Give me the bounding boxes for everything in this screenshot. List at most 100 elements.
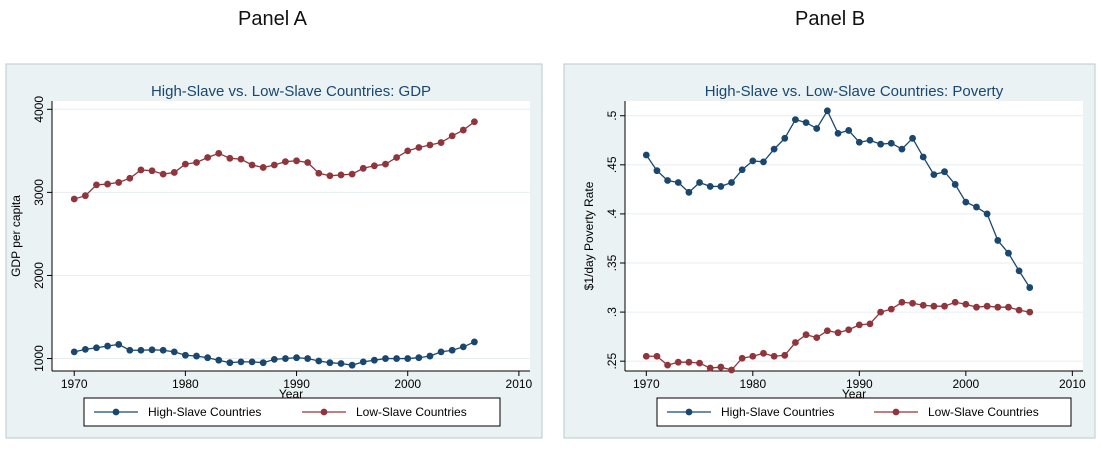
chart-1-series-high-slave-point <box>898 145 906 153</box>
chart-1-series-low-slave-point <box>962 300 970 308</box>
chart-1-x-tick-label: 2010 <box>1059 377 1086 391</box>
chart-1-series-low-slave-point <box>706 364 714 372</box>
chart-1-series-low-slave-point <box>834 329 842 337</box>
chart-0-series-low-slave-point <box>204 154 212 161</box>
chart-1-legend-high-slave-marker <box>685 408 693 416</box>
chart-1-series-high-slave-point <box>802 119 810 126</box>
panel-b-label: Panel B <box>795 8 866 30</box>
chart-0-series-high-slave-point <box>459 343 467 351</box>
chart-0-series-low-slave-point <box>270 161 278 169</box>
chart-1-series-low-slave-point <box>994 303 1002 311</box>
chart-1-series-high-slave-point <box>823 107 831 115</box>
chart-0-series-high-slave-point <box>204 354 212 362</box>
chart-1-series-low-slave-point <box>887 305 895 313</box>
chart-0-series-low-slave-point <box>81 192 89 200</box>
poverty-chart-figure: High-Slave vs. Low-Slave Countries: Pove… <box>558 58 1101 449</box>
chart-0-series-low-slave-point <box>237 155 245 163</box>
chart-1-series-low-slave-point <box>728 366 735 374</box>
chart-0-x-tick-label: 1980 <box>172 377 199 391</box>
chart-0-series-low-slave-point <box>393 154 401 161</box>
chart-0-series-low-slave-point <box>93 181 100 189</box>
chart-1-series-high-slave-point <box>685 188 693 196</box>
chart-1-series-low-slave-point <box>1015 306 1023 314</box>
chart-1-series-low-slave-point <box>717 363 725 371</box>
chart-1-series-low-slave-point <box>674 358 682 366</box>
chart-1-series-high-slave-point <box>770 145 778 153</box>
chart-1-x-tick-label: 1990 <box>846 377 873 391</box>
chart-1-series-high-slave-point <box>781 134 789 142</box>
chart-1-series-low-slave-point <box>653 352 661 360</box>
chart-0-series-high-slave-point <box>359 358 367 366</box>
chart-1-legend <box>656 397 1072 427</box>
chart-0-series-low-slave-point <box>459 126 467 134</box>
chart-1-series-high-slave-point <box>973 203 980 211</box>
chart-0-series-high-slave-point <box>415 354 423 362</box>
chart-1-series-high-slave-point <box>941 168 948 176</box>
chart-1-series-high-slave-point <box>1015 267 1023 275</box>
chart-1-series-high-slave-point <box>706 183 714 190</box>
chart-0-x-tick-label: 2010 <box>506 377 533 391</box>
chart-1-series-low-slave-point <box>770 352 778 360</box>
gdp-chart-figure: High-Slave vs. Low-Slave Countries: GDP 1… <box>0 58 548 449</box>
chart-0-series-high-slave-point <box>370 356 378 364</box>
chart-0-series-high-slave-point <box>293 354 300 362</box>
chart-0-series-high-slave-point <box>93 344 100 352</box>
chart-1-series-low-slave-point <box>930 302 938 310</box>
chart-1-series-high-slave-point <box>642 151 650 159</box>
chart-0-series-high-slave-point <box>304 355 312 362</box>
chart-1-series-high-slave-point <box>1005 249 1012 257</box>
chart-0-series-high-slave-point <box>159 346 167 354</box>
chart-0-series-low-slave-point <box>126 174 134 182</box>
chart-0-series-high-slave-point <box>404 355 412 362</box>
chart-0-title: High-Slave vs. Low-Slave Countries: GDP <box>151 83 431 100</box>
chart-0-series-high-slave-point <box>148 346 156 354</box>
chart-1-series-low-slave-point <box>802 331 810 339</box>
panel-a-label: Panel A <box>238 8 307 30</box>
chart-1-series-low-slave-point <box>760 349 767 357</box>
chart-1-y-tick-label: .25 <box>605 353 619 370</box>
chart-0-series-high-slave-point <box>382 355 389 362</box>
chart-0-series-low-slave-point <box>315 169 323 177</box>
chart-0-series-low-slave-point <box>326 172 334 180</box>
chart-1-series-low-slave-point <box>866 320 874 328</box>
chart-0-series-low-slave-point <box>382 160 389 168</box>
chart-0-series-low-slave-point <box>148 167 156 175</box>
chart-1-series-low-slave-point <box>877 308 885 316</box>
chart-1-series-low-slave-point <box>898 298 906 306</box>
chart-0-series-low-slave-point <box>170 169 178 176</box>
chart-1-series-low-slave-point <box>823 327 831 335</box>
chart-0-legend-high-slave-label: High-Slave Countries <box>148 405 261 419</box>
chart-1-series-high-slave-point <box>728 179 735 186</box>
chart-1-series-high-slave-point <box>674 179 682 186</box>
chart-0-series-low-slave-point <box>226 154 234 162</box>
chart-0-series-high-slave-point <box>81 346 89 353</box>
chart-1-series-high-slave-point <box>834 130 842 137</box>
chart-0-x-tick-label: 1970 <box>61 377 88 391</box>
chart-0-series-low-slave-point <box>359 164 367 172</box>
chart-0-series-high-slave-point <box>137 346 145 354</box>
chart-1-series-low-slave-point <box>951 298 959 306</box>
chart-1-series-low-slave-point <box>749 352 757 360</box>
chart-0-series-high-slave-point <box>70 348 78 356</box>
chart-1-x-tick-label: 1980 <box>739 377 766 391</box>
chart-0-series-low-slave-point <box>181 160 189 168</box>
chart-0-series-high-slave-point <box>115 341 123 348</box>
chart-1-series-low-slave-point <box>919 301 927 309</box>
chart-0-series-high-slave-point <box>348 361 356 369</box>
chart-0-series-high-slave-point <box>126 346 134 354</box>
chart-0-y-tick-label: 3000 <box>32 179 46 206</box>
chart-0-series-high-slave-point <box>282 355 289 362</box>
chart-0-plot-area <box>52 101 530 371</box>
chart-0-series-high-slave-point <box>181 351 189 359</box>
chart-1-legend-low-slave-marker <box>892 408 900 416</box>
chart-1-series-high-slave-point <box>813 125 821 132</box>
chart-0-series-low-slave-point <box>70 195 78 203</box>
chart-1-series-low-slave-point <box>642 352 650 360</box>
chart-0-series-high-slave-point <box>426 352 434 360</box>
chart-1-series-low-slave-point <box>1026 308 1034 316</box>
chart-1-series-low-slave-point <box>664 361 672 369</box>
chart-0-series-high-slave-point <box>237 358 245 366</box>
chart-0-y-axis-title: GDP per capita <box>9 195 23 277</box>
chart-0-series-low-slave-point <box>437 139 445 146</box>
chart-0-series-high-slave-point <box>193 352 200 360</box>
